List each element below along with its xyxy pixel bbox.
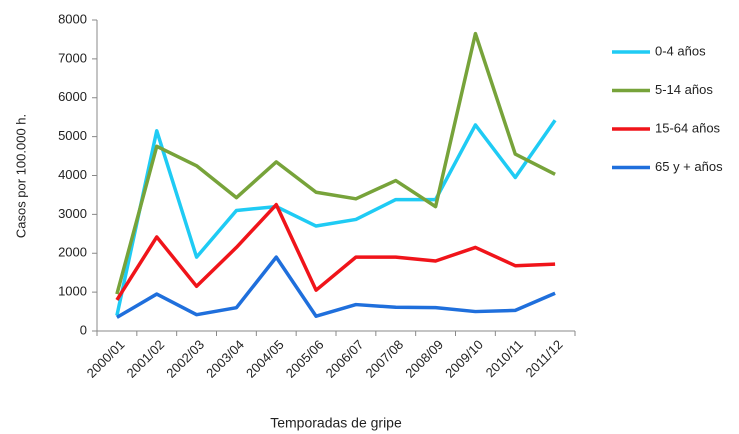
legend-label: 0-4 años	[655, 43, 706, 58]
x-tick-label: 2006/07	[323, 337, 367, 381]
line-series	[115, 119, 557, 316]
x-tick-label: 2010/11	[483, 337, 526, 380]
y-tick-label: 6000	[58, 89, 87, 104]
y-tick-label: 3000	[58, 206, 87, 221]
x-tick-label: 2008/09	[402, 337, 446, 381]
y-tick-label: 1000	[58, 284, 87, 299]
y-tick-label: 4000	[58, 167, 87, 182]
x-tick-label: 2011/12	[522, 337, 565, 380]
y-tick-label: 0	[80, 322, 87, 337]
legend-label: 65 y + años	[655, 159, 723, 174]
line-series	[115, 31, 556, 295]
x-tick-label: 2002/03	[163, 337, 207, 381]
y-tick-label: 5000	[58, 128, 87, 143]
x-tick-label: 2003/04	[203, 337, 247, 381]
x-tick-label: 2001/02	[123, 337, 167, 381]
y-tick-label: 2000	[58, 245, 87, 260]
y-tick-label: 7000	[58, 50, 87, 65]
line-series	[116, 255, 556, 319]
x-tick-label: 2007/08	[362, 337, 406, 381]
x-tick-label: 2004/05	[243, 337, 287, 381]
line-series	[115, 202, 556, 301]
legend-label: 15-64 años	[655, 120, 721, 135]
legend-label: 5-14 años	[655, 82, 713, 97]
x-tick-label: 2005/06	[283, 337, 327, 381]
x-tick-label: 2009/10	[442, 337, 486, 381]
x-axis-label: Temporadas de gripe	[270, 415, 402, 431]
y-axis-label: Casos por 100.000 h.	[13, 114, 28, 238]
x-tick-label: 2000/01	[84, 337, 128, 381]
y-tick-label: 8000	[58, 11, 87, 26]
